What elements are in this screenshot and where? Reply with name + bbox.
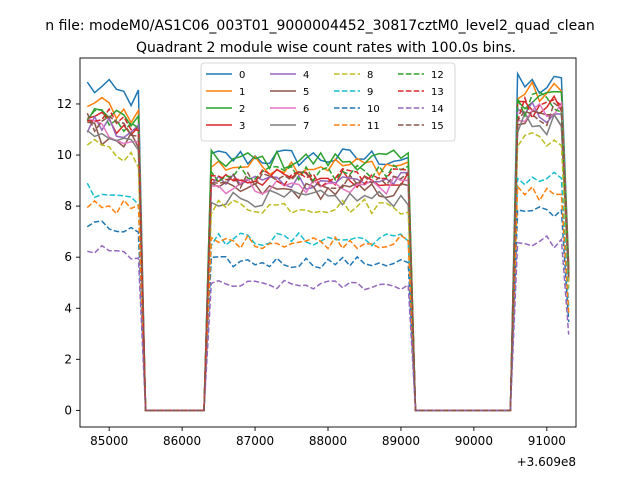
series-line-15 bbox=[86, 101, 570, 412]
x-tick-label: 91000 bbox=[528, 434, 566, 448]
legend-label-10: 10 bbox=[367, 104, 380, 115]
series-line-9 bbox=[86, 171, 570, 412]
legend-label-9: 9 bbox=[367, 87, 373, 98]
legend-label-12: 12 bbox=[431, 70, 444, 81]
x-tick-label: 89000 bbox=[382, 434, 420, 448]
chart-title: Quadrant 2 module wise count rates with … bbox=[136, 40, 516, 56]
series-line-14 bbox=[87, 235, 570, 412]
y-tick-label: 10 bbox=[57, 148, 72, 162]
y-tick-label: 0 bbox=[64, 403, 72, 417]
series-line-11 bbox=[86, 184, 570, 412]
series-line-3 bbox=[87, 94, 570, 412]
x-tick-label: 88000 bbox=[309, 434, 347, 448]
series-line-8 bbox=[86, 131, 570, 412]
x-tick-label: 85000 bbox=[90, 434, 128, 448]
figure-suptitle: n file: modeM0/AS1C06_003T01_9000004452_… bbox=[45, 18, 594, 34]
legend-label-13: 13 bbox=[431, 87, 444, 98]
series-layer bbox=[86, 71, 570, 412]
legend-label-5: 5 bbox=[303, 87, 309, 98]
x-tick-label: 90000 bbox=[455, 434, 493, 448]
x-tick-label: 86000 bbox=[163, 434, 201, 448]
legend-label-14: 14 bbox=[431, 104, 444, 115]
legend-label-2: 2 bbox=[239, 104, 245, 115]
legend-label-7: 7 bbox=[303, 121, 309, 132]
y-tick-label: 2 bbox=[64, 352, 72, 366]
y-tick-label: 8 bbox=[64, 199, 72, 213]
x-offset-label: +3.609e8 bbox=[517, 455, 576, 469]
series-line-13 bbox=[87, 95, 570, 412]
y-tick-label: 6 bbox=[64, 250, 72, 264]
series-line-4 bbox=[86, 100, 570, 412]
series-line-7 bbox=[86, 111, 570, 412]
series-line-5 bbox=[87, 110, 570, 412]
legend-label-3: 3 bbox=[239, 121, 245, 132]
y-tick-label: 12 bbox=[57, 97, 72, 111]
legend-label-0: 0 bbox=[239, 70, 245, 81]
legend-label-15: 15 bbox=[431, 121, 444, 132]
legend-label-11: 11 bbox=[367, 121, 380, 132]
legend-label-6: 6 bbox=[303, 104, 309, 115]
series-line-6 bbox=[87, 100, 570, 412]
x-tick-label: 87000 bbox=[236, 434, 274, 448]
ticks-layer: 85000 86000 87000 88000 89000 90000 91000 0 2 4 6 8… bbox=[57, 97, 566, 448]
legend-label-4: 4 bbox=[303, 70, 309, 81]
legend-label-1: 1 bbox=[239, 87, 245, 98]
y-tick-label: 4 bbox=[64, 301, 72, 315]
legend-label-8: 8 bbox=[367, 70, 373, 81]
